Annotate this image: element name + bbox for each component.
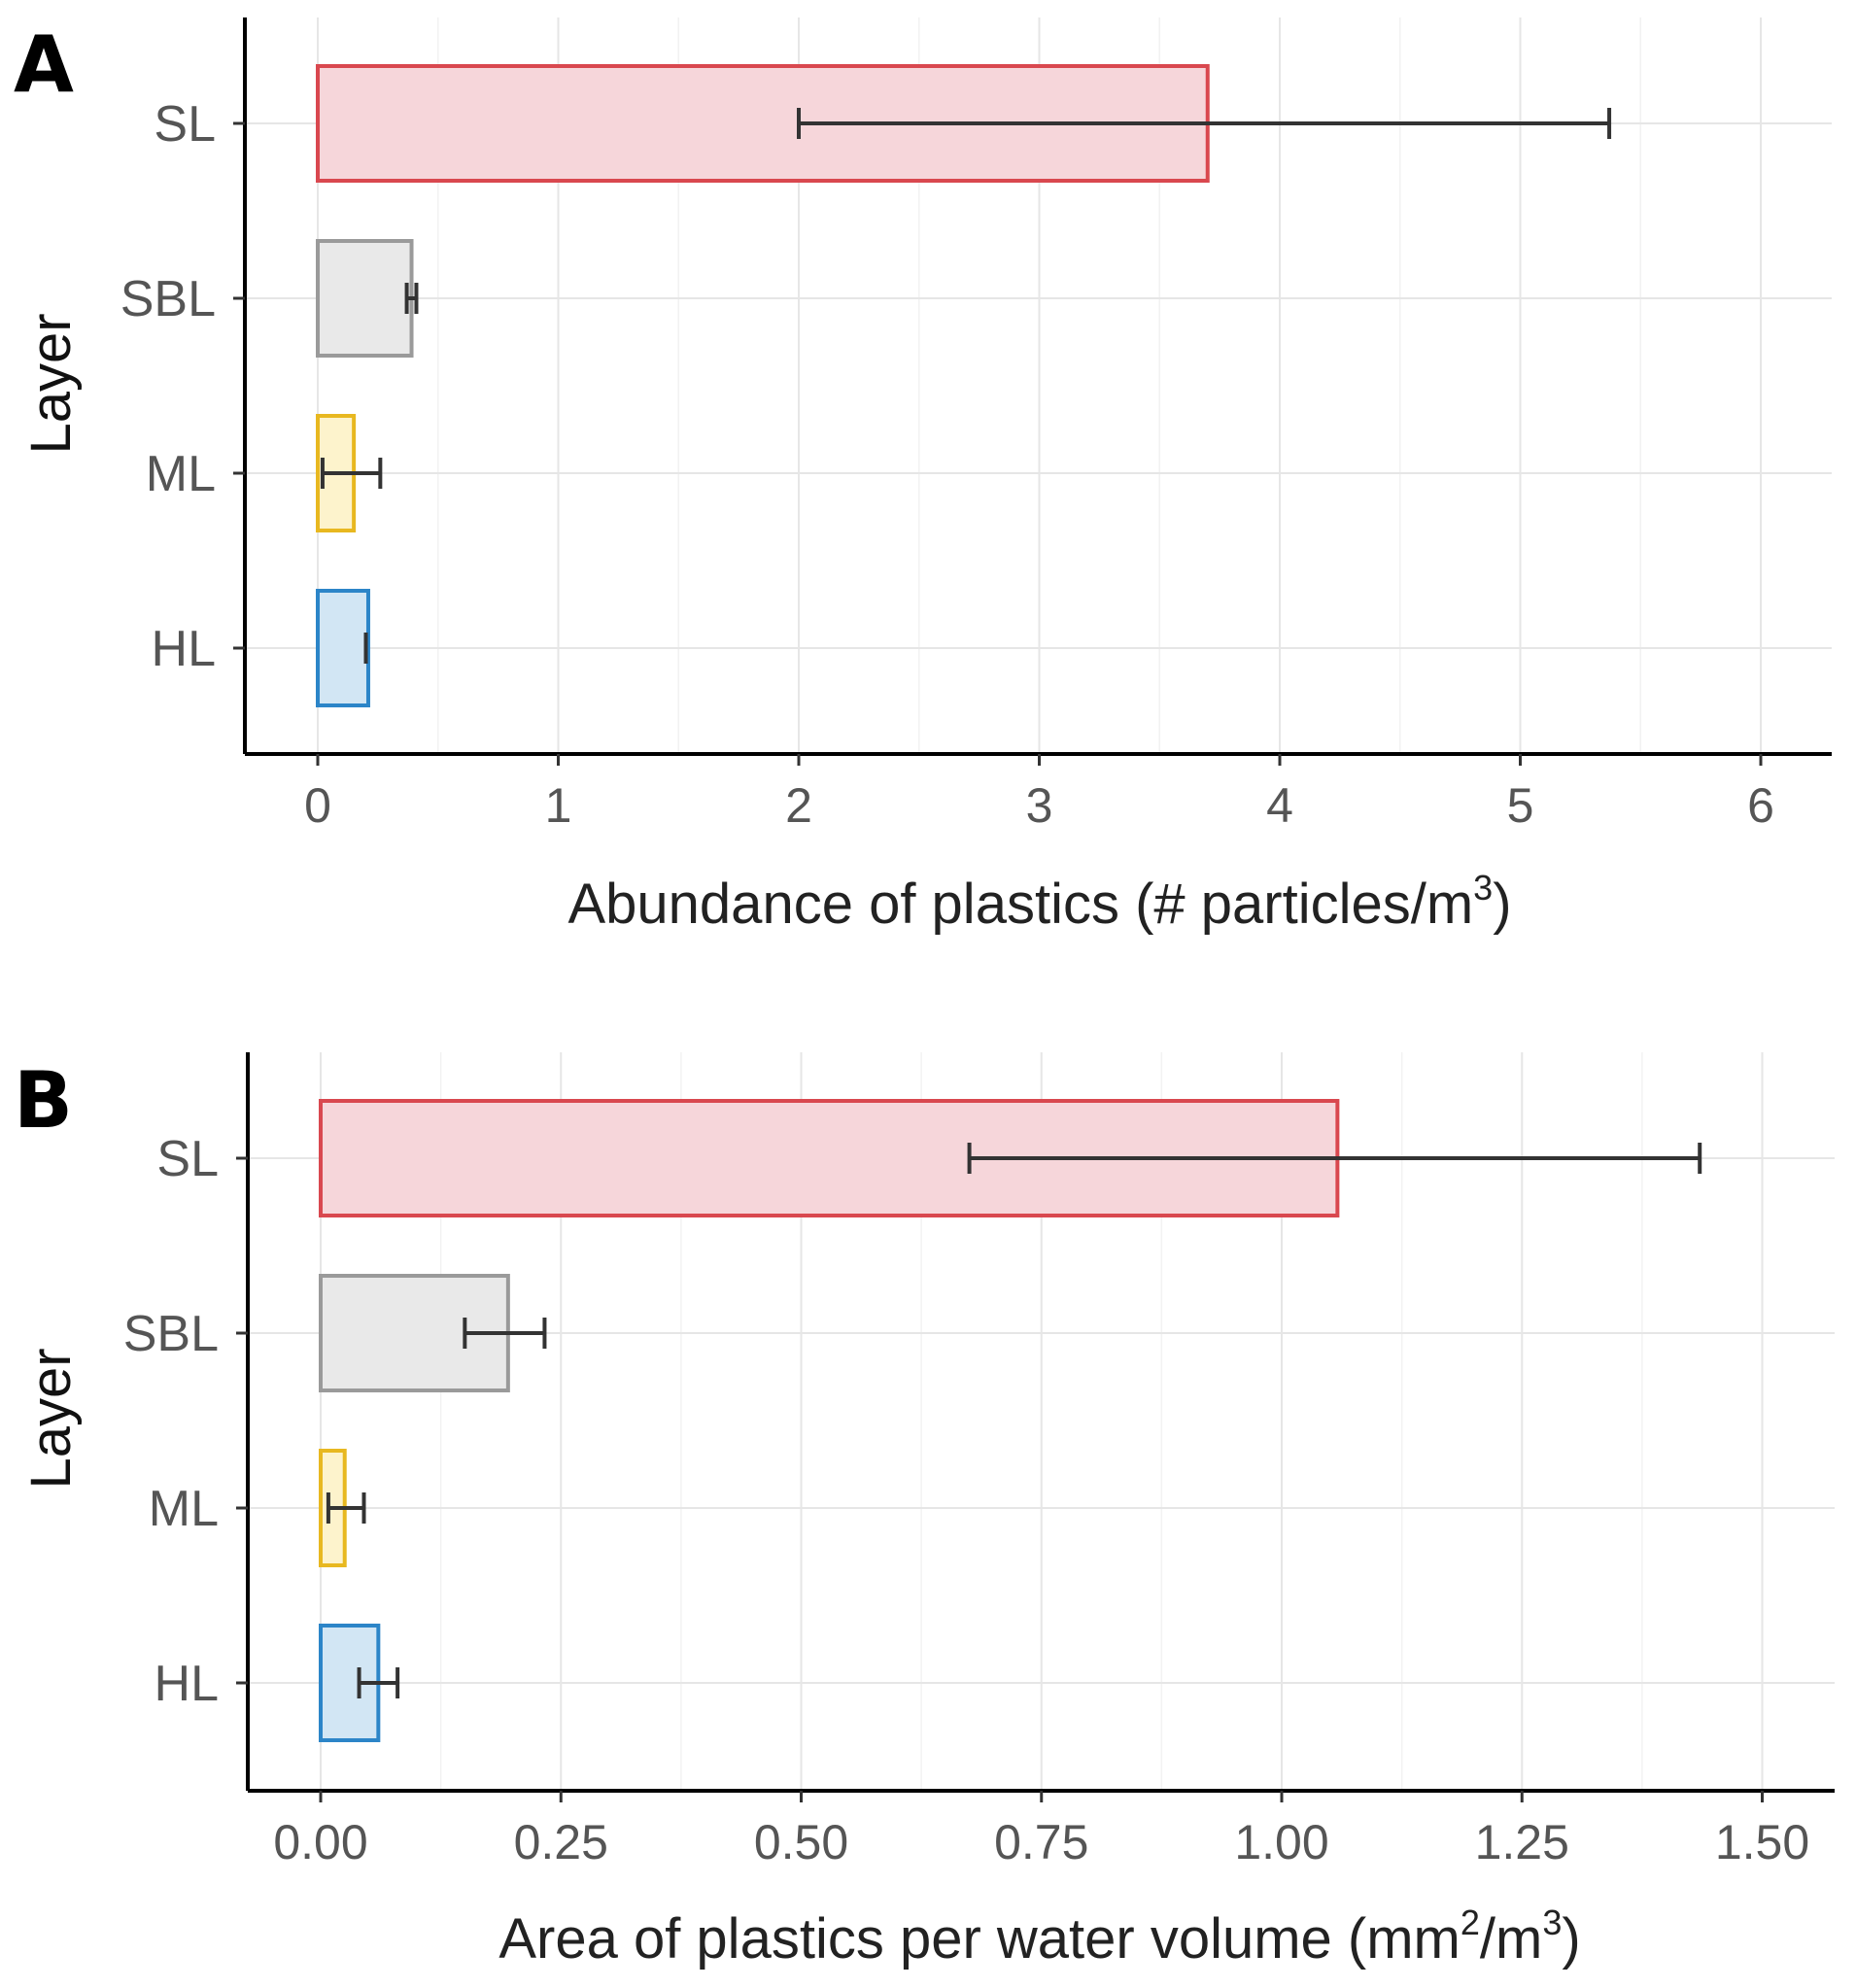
panel-a-bar-hl — [316, 589, 370, 707]
panel-a: A Layer 0 1 2 3 4 5 6 SL SBL ML HL Abundance of p… — [14, 17, 1832, 936]
panel-a-label: A — [14, 19, 74, 110]
panel-b-x-tick-label: 1.50 — [1715, 1815, 1809, 1869]
panel-a-category-label-sl: SL — [154, 96, 216, 153]
panel-b-category-label-sbl: SBL — [123, 1306, 219, 1362]
panel-b-x-tick-label: 0.50 — [754, 1815, 848, 1869]
panel-a-y-axis-title: Layer — [19, 313, 83, 454]
panel-a-category-label-ml: ML — [146, 446, 216, 502]
panel-a-bar-sbl — [316, 239, 414, 358]
panel-a-x-tick-label: 4 — [1266, 778, 1293, 833]
panel-b-x-ticks: 0.00 0.25 0.50 0.75 1.00 1.25 1.50 — [273, 1791, 1809, 1869]
panel-a-category-label-hl: HL — [152, 621, 216, 677]
panel-b-x-tick-label: 0.00 — [273, 1815, 367, 1869]
panel-b-y-axis-title: Layer — [19, 1348, 83, 1489]
panel-b-error-bars — [326, 1143, 1702, 1698]
panel-a-x-tick-label: 2 — [785, 778, 812, 833]
panel-b-x-tick-label: 0.25 — [514, 1815, 608, 1869]
panel-a-bars — [316, 64, 1210, 707]
panel-b-x-tick-label: 1.00 — [1234, 1815, 1328, 1869]
panel-a-y-ticks: SL SBL ML HL — [120, 96, 245, 677]
panel-a-error-bar-sbl — [404, 283, 419, 314]
panel-b-category-label-hl: HL — [155, 1656, 219, 1712]
panel-b-category-label-sl: SL — [156, 1131, 219, 1187]
panel-a-x-tick-label: 6 — [1747, 778, 1774, 833]
panel-a-x-ticks: 0 1 2 3 4 5 6 — [304, 754, 1774, 833]
panel-a-category-label-sbl: SBL — [120, 271, 216, 327]
panel-b-bars — [319, 1099, 1340, 1742]
panel-b-error-bar-sl — [967, 1143, 1702, 1174]
panel-b-error-bar-hl — [357, 1667, 400, 1698]
panel-a-error-bar-ml — [320, 458, 383, 489]
panel-b-x-tick-label: 1.25 — [1475, 1815, 1569, 1869]
panel-b-x-tick-label: 0.75 — [994, 1815, 1088, 1869]
panel-b-x-axis-title: Area of plastics per water volume (mm2/m… — [498, 1902, 1580, 1971]
panel-b-error-bar-sbl — [463, 1318, 547, 1349]
panel-b-category-label-ml: ML — [149, 1481, 219, 1537]
panel-a-x-tick-label: 3 — [1026, 778, 1053, 833]
panel-b-label: B — [14, 1055, 73, 1146]
panel-a-error-bar-sl — [797, 108, 1612, 139]
panel-b: B Layer 0.00 0.25 0.50 0.75 1.00 1.25 1.50 SLS… — [14, 1052, 1835, 1971]
panel-a-error-bars — [320, 108, 1612, 664]
panel-a-x-tick-label: 5 — [1507, 778, 1534, 833]
panel-b-y-ticks: SL SBL ML HL — [123, 1131, 248, 1712]
panel-a-x-axis-title: Abundance of plastics (# particles/m3) — [567, 868, 1511, 936]
panel-b-error-bar-ml — [326, 1492, 366, 1524]
panel-a-x-tick-label: 1 — [545, 778, 572, 833]
panel-a-x-tick-label: 0 — [304, 778, 331, 833]
